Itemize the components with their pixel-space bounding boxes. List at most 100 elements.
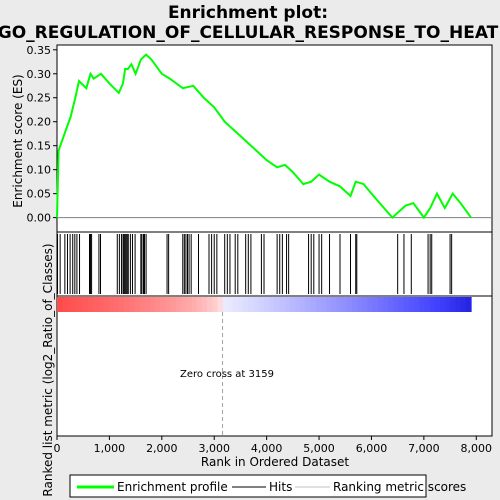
ranking-color-cell	[320, 297, 327, 312]
ranking-color-cell	[144, 297, 151, 312]
x-tick-label: 4,000	[251, 442, 283, 455]
legend-label-hits: Hits	[269, 480, 292, 494]
ranking-color-cell	[253, 297, 260, 312]
enrichment-profile-line	[56, 53, 472, 220]
ranking-color-cell	[150, 297, 156, 312]
y-tick-label: 0.20	[27, 116, 52, 129]
ranking-color-cell	[139, 297, 146, 312]
ranking-color-cell	[372, 297, 379, 312]
ranking-color-cell	[352, 297, 358, 312]
ranking-color-cell	[82, 297, 89, 312]
ranking-color-cell	[119, 297, 125, 312]
x-tick-label: 8,000	[461, 442, 493, 455]
ranking-color-bar	[57, 297, 472, 312]
ranking-color-cell	[377, 297, 384, 312]
ranking-color-cell	[429, 297, 436, 312]
y-tick-label: 0.05	[27, 188, 52, 201]
x-tick-label: 5,000	[303, 442, 335, 455]
ranking-color-cell	[113, 297, 120, 312]
x-tick-label: 2,000	[146, 442, 178, 455]
ranking-color-cell	[284, 297, 291, 312]
ranking-color-cell	[295, 297, 301, 312]
y-tick-label: 0.10	[27, 164, 52, 177]
ranking-color-cell	[383, 297, 389, 312]
y-tick-label: 0.35	[27, 44, 52, 57]
ranking-color-cell	[98, 297, 105, 312]
ranking-color-cell	[310, 297, 317, 312]
x-tick-label: 0	[54, 442, 61, 455]
ranking-color-cell	[248, 297, 255, 312]
ranking-color-cell	[258, 297, 265, 312]
chart-title-line2: GO_REGULATION_OF_CELLULAR_RESPONSE_TO_HE…	[0, 23, 499, 43]
ranking-color-cell	[315, 297, 322, 312]
ranking-color-cell	[465, 297, 472, 312]
ranking-color-cell	[232, 297, 239, 312]
ranking-color-cell	[243, 297, 250, 312]
ranking-color-cell	[403, 297, 410, 312]
x-tick-label: 3,000	[198, 442, 230, 455]
legend-label-metric: Ranking metric scores	[333, 480, 466, 494]
ranking-color-cell	[341, 297, 348, 312]
es-panel	[56, 44, 493, 233]
ranking-color-cell	[331, 297, 338, 312]
legend-box	[69, 474, 427, 498]
ranking-color-cell	[367, 297, 374, 312]
ranking-color-cell	[88, 297, 94, 312]
y-tick-label: 0.25	[27, 92, 52, 105]
ranking-color-cell	[393, 297, 400, 312]
ranking-color-cell	[124, 297, 131, 312]
ranking-color-cell	[160, 297, 167, 312]
hits-group	[57, 234, 453, 294]
ranking-color-cell	[238, 297, 244, 312]
ranking-color-cell	[289, 297, 296, 312]
ranking-color-cell	[357, 297, 363, 312]
ranking-color-cell	[346, 297, 353, 312]
ranking-color-cell	[62, 297, 68, 312]
ranking-color-cell	[450, 297, 457, 312]
ranking-color-cell	[305, 297, 312, 312]
ranking-color-cell	[72, 297, 79, 312]
x-axis-ticks: 0 1,000 2,000 3,000 4,000 5,000 6,000 7,000 8,00…	[54, 436, 493, 455]
x-tick-label: 7,000	[408, 442, 440, 455]
ranking-color-cell	[134, 297, 141, 312]
ranking-color-cell	[326, 297, 332, 312]
x-tick-label: 6,000	[356, 442, 388, 455]
ranking-color-cell	[445, 297, 451, 312]
ranking-color-cell	[176, 297, 182, 312]
ranking-color-cell	[279, 297, 286, 312]
hits-panel	[56, 231, 493, 297]
ranking-color-cell	[181, 297, 187, 312]
zero-cross-label: Zero cross at 3159	[180, 369, 274, 380]
ranking-color-cell	[201, 297, 208, 312]
x-axis-label: Rank in Ordered Dataset	[201, 455, 349, 469]
ranking-color-cell	[217, 297, 224, 312]
ranking-color-cell	[424, 297, 431, 312]
metric-panel	[56, 295, 493, 437]
y-axis-label-top: Enrichment score (ES)	[11, 74, 25, 207]
ranking-color-cell	[170, 297, 177, 312]
ranking-color-cell	[439, 297, 446, 312]
ranking-color-cell	[212, 297, 219, 312]
ranking-color-cell	[129, 297, 136, 312]
ranking-color-cell	[222, 297, 229, 312]
ranking-color-cell	[155, 297, 162, 312]
ranking-color-cell	[207, 297, 213, 312]
ranking-color-cell	[77, 297, 84, 312]
ranking-color-cell	[191, 297, 198, 312]
y-axis-label-bottom: Ranked list metric (log2_Ratio_of_Classe…	[41, 243, 55, 496]
ranking-color-cell	[67, 297, 74, 312]
ranking-color-cell	[274, 297, 281, 312]
chart-title-line1: Enrichment plot:	[168, 3, 328, 23]
ranking-color-cell	[103, 297, 110, 312]
ranking-color-cell	[165, 297, 172, 312]
ranking-color-cell	[398, 297, 405, 312]
ranking-color-cell	[264, 297, 270, 312]
ranking-color-cell	[434, 297, 441, 312]
legend-label-profile: Enrichment profile	[117, 480, 228, 494]
ranking-color-cell	[269, 297, 275, 312]
y-tick-label: 0.15	[27, 140, 52, 153]
ranking-color-cell	[186, 297, 193, 312]
ranking-color-cell	[408, 297, 415, 312]
ranking-color-cell	[455, 297, 462, 312]
